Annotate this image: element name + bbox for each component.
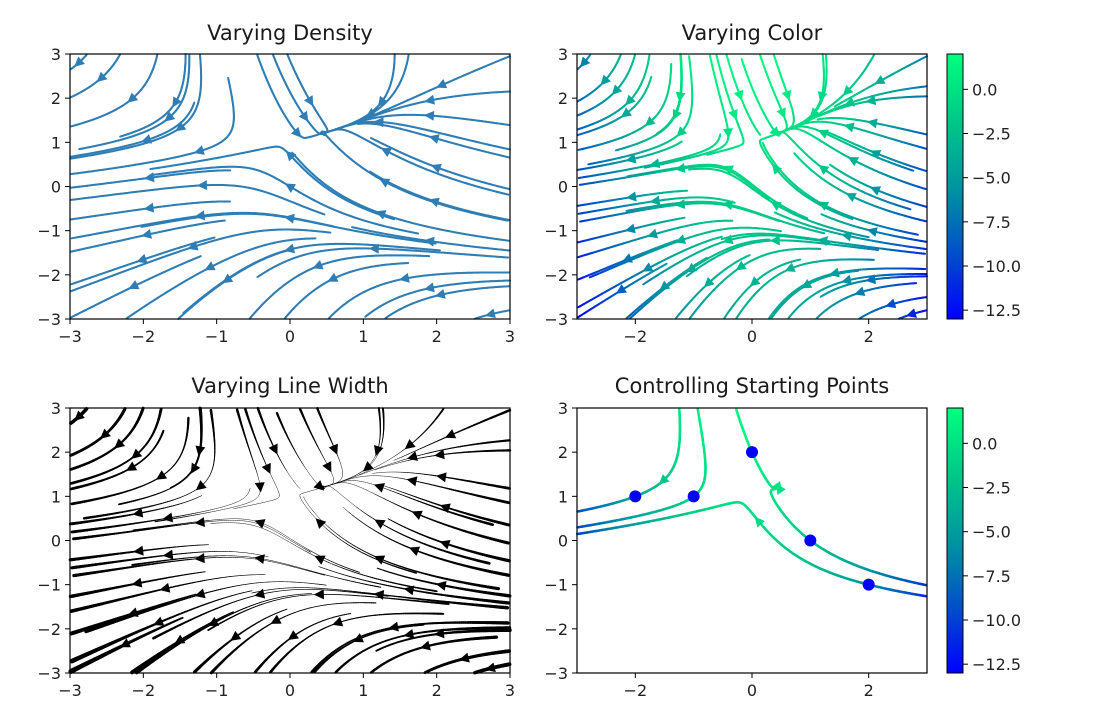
y-tick-label: −3 xyxy=(37,310,61,329)
y-tick-label: 1 xyxy=(51,133,61,152)
streamline-segment xyxy=(127,317,128,318)
streamline-arrow xyxy=(144,172,155,182)
streamline-segment xyxy=(183,312,184,313)
streamline-arrow xyxy=(197,180,207,190)
streamline-segment xyxy=(365,316,366,317)
x-tick-label: 1 xyxy=(358,327,368,346)
streamline-segment xyxy=(357,121,359,122)
streamline-arrow xyxy=(621,107,632,117)
streamline-segment xyxy=(578,306,579,307)
streamline-arrow xyxy=(626,192,637,202)
streamline-segment xyxy=(578,317,579,318)
title-varying-color: Varying Color xyxy=(682,21,823,45)
title-varying-density: Varying Density xyxy=(207,21,373,45)
streamline-arrow xyxy=(647,229,658,239)
streamline-segment xyxy=(370,172,372,173)
streamline-segment xyxy=(577,101,578,102)
y-tick-label: 0 xyxy=(51,178,61,197)
streamline-segment xyxy=(376,113,378,114)
streamline-segment xyxy=(71,68,72,69)
streamlines-varying-density xyxy=(70,54,510,319)
streamline-arrow xyxy=(429,198,440,207)
streamline-segment xyxy=(323,132,324,133)
streamlines-varying-color xyxy=(577,54,927,319)
streamline-arrow xyxy=(435,289,446,299)
y-tick-label: −1 xyxy=(37,222,61,241)
streamline-segment xyxy=(329,317,330,318)
y-tick-label: 3 xyxy=(51,45,61,64)
x-tick-label: 0 xyxy=(285,327,295,346)
streamline-segment xyxy=(385,317,386,318)
streamline-segment xyxy=(120,136,122,137)
streamline-segment xyxy=(626,317,627,318)
streamline-arrow xyxy=(136,254,147,263)
streamline-segment xyxy=(351,124,353,125)
streamline-segment xyxy=(371,138,373,139)
streamline-segment xyxy=(578,68,579,69)
streamline-segment xyxy=(71,317,73,318)
streamline-segment xyxy=(71,291,73,292)
y-tick-label: −2 xyxy=(37,266,61,285)
streamline-segment xyxy=(285,317,286,318)
streamline-arrow xyxy=(485,308,496,318)
streamline-segment xyxy=(578,279,580,280)
streamline-segment xyxy=(257,276,258,277)
streamline-segment xyxy=(71,284,73,285)
streamline-segment xyxy=(71,126,73,127)
streamline-arrow xyxy=(424,282,435,292)
streamline-arrow xyxy=(141,229,152,239)
streamline-arrow xyxy=(429,134,440,144)
streamline-arrow xyxy=(424,111,434,121)
streamline-arrow xyxy=(284,214,295,224)
x-tick-label: 2 xyxy=(432,327,442,346)
streamline-arrow xyxy=(625,224,636,234)
streamline-segment xyxy=(292,153,293,154)
streamline-arrow xyxy=(299,111,309,122)
x-tick-label: −2 xyxy=(132,327,156,346)
streamline-arrow xyxy=(195,210,206,220)
x-tick-label: −1 xyxy=(205,327,229,346)
streamline-arrow xyxy=(399,273,410,283)
y-tick-label: 2 xyxy=(51,89,61,108)
streamline-arrow xyxy=(424,95,435,105)
streamline-segment xyxy=(71,96,73,97)
x-tick-label: 3 xyxy=(505,327,515,346)
x-tick-label: −3 xyxy=(58,327,82,346)
streamline-arrow xyxy=(144,203,155,213)
panel-varying-density: Varying Density −3 −2 −1 0 1 2 3 −3 −2 −1 0 1 2 3 xyxy=(37,21,515,346)
